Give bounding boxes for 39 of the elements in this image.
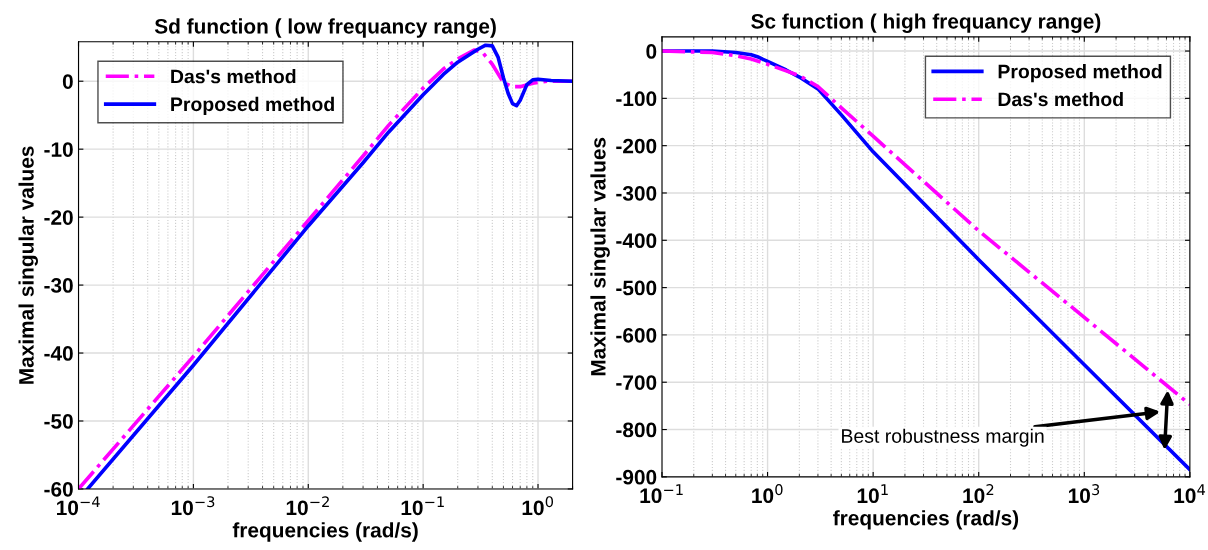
annotation: Best robustness margin [842,428,1044,447]
chart-title: Sd function ( low frequancy range) [154,18,496,38]
y-tick-label: -30 [44,278,73,293]
x-tick-label: 10$^{3}$ [1068,484,1100,504]
legend-label: Proposed method [998,64,1162,83]
x-tick-label: 10$^{1}$ [857,484,888,504]
x-tick-label: 10$^{−3}$ [171,496,215,516]
y-axis-title: Maximal singular values [18,146,38,384]
y-tick-label: 0 [646,44,657,59]
y-tick-label: -500 [616,280,657,296]
x-tick-label: 10$^{0}$ [522,496,554,516]
x-axis-title: frequencies (rad/s) [232,522,418,542]
y-tick-label: -200 [616,138,657,154]
y-tick-label: -10 [44,142,73,157]
y-tick-label: -700 [616,375,657,390]
legend-label: Proposed method [171,96,334,115]
y-tick-label: 0 [62,74,73,89]
x-tick-label: 10$^{−2}$ [286,496,329,516]
x-axis-title: frequencies (rad/s) [833,510,1019,530]
legend-label: Das's method [171,69,296,84]
y-tick-label: -600 [616,327,657,343]
y-tick-label: -40 [44,346,73,361]
legend-label: Das's method [998,91,1123,107]
x-tick-label: 10$^{4}$ [1174,484,1206,504]
x-tick-label: 10$^{−1}$ [401,496,444,516]
x-tick-label: 10$^{−4}$ [57,496,100,516]
chart-title: Sc function ( high frequancy range) [751,13,1101,33]
y-tick-label: -50 [44,414,73,429]
y-tick-label: -60 [44,481,73,497]
y-tick-label: -20 [44,210,73,225]
x-tick-label: 10$^{−1}$ [640,484,683,504]
y-tick-label: -900 [616,469,657,485]
y-tick-label: -400 [616,233,657,249]
y-axis-title: Maximal singular values [590,137,610,376]
y-tick-label: -300 [616,185,657,201]
x-tick-label: 10$^{0}$ [752,484,783,504]
x-tick-label: 10$^{2}$ [963,484,994,504]
y-tick-label: -100 [616,91,657,107]
y-tick-label: -800 [616,422,657,438]
